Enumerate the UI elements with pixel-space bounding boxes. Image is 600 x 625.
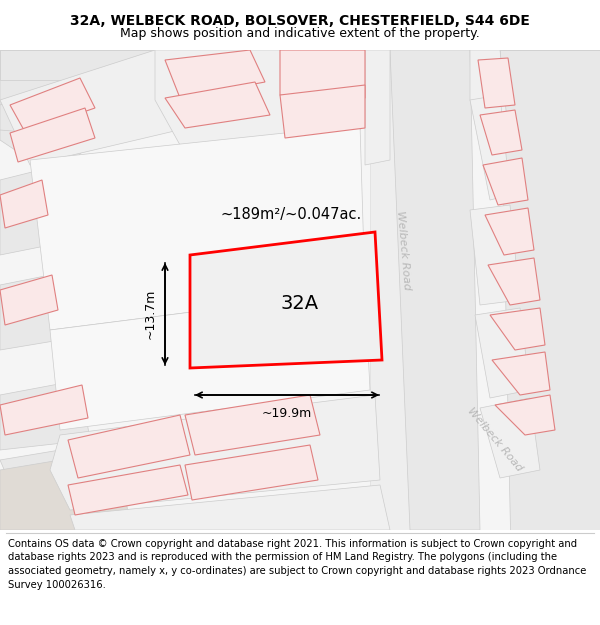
Polygon shape <box>478 58 515 108</box>
Text: Contains OS data © Crown copyright and database right 2021. This information is : Contains OS data © Crown copyright and d… <box>8 539 586 589</box>
Polygon shape <box>370 50 430 530</box>
Text: Welbeck Road: Welbeck Road <box>466 406 524 474</box>
Polygon shape <box>0 50 600 80</box>
Polygon shape <box>495 395 555 435</box>
Polygon shape <box>0 50 160 180</box>
Text: ~13.7m: ~13.7m <box>144 289 157 339</box>
Polygon shape <box>0 275 60 350</box>
Polygon shape <box>165 82 270 128</box>
Text: 32A, WELBECK ROAD, BOLSOVER, CHESTERFIELD, S44 6DE: 32A, WELBECK ROAD, BOLSOVER, CHESTERFIEL… <box>70 14 530 28</box>
Text: 32A: 32A <box>280 294 319 313</box>
Polygon shape <box>30 125 365 330</box>
Polygon shape <box>10 108 95 162</box>
Polygon shape <box>485 208 534 255</box>
Polygon shape <box>68 415 190 478</box>
Polygon shape <box>10 78 95 132</box>
Polygon shape <box>0 50 260 135</box>
Polygon shape <box>492 352 550 395</box>
Polygon shape <box>470 205 520 305</box>
Polygon shape <box>0 50 600 530</box>
Polygon shape <box>0 385 88 435</box>
Polygon shape <box>68 465 188 515</box>
Polygon shape <box>280 85 365 138</box>
Polygon shape <box>185 395 320 455</box>
Text: ~189m²/~0.047ac.: ~189m²/~0.047ac. <box>220 208 361 222</box>
Polygon shape <box>0 50 270 165</box>
Polygon shape <box>0 450 130 530</box>
Polygon shape <box>0 170 50 255</box>
Polygon shape <box>365 50 390 165</box>
Polygon shape <box>165 50 265 98</box>
Polygon shape <box>488 258 540 305</box>
Polygon shape <box>480 110 522 155</box>
Polygon shape <box>185 445 318 500</box>
Polygon shape <box>155 50 365 145</box>
Polygon shape <box>0 380 90 450</box>
Polygon shape <box>0 445 100 530</box>
Text: Welbeck Road: Welbeck Road <box>395 210 412 290</box>
Polygon shape <box>70 485 390 530</box>
Polygon shape <box>390 50 480 530</box>
Polygon shape <box>190 232 382 368</box>
Text: ~19.9m: ~19.9m <box>262 407 312 420</box>
Polygon shape <box>0 180 48 228</box>
Polygon shape <box>480 398 540 478</box>
Polygon shape <box>50 290 370 430</box>
Polygon shape <box>470 50 510 155</box>
Polygon shape <box>483 158 528 205</box>
Polygon shape <box>475 308 530 398</box>
Polygon shape <box>50 395 380 510</box>
Polygon shape <box>0 275 58 325</box>
Text: Map shows position and indicative extent of the property.: Map shows position and indicative extent… <box>120 28 480 41</box>
Polygon shape <box>280 50 365 105</box>
Polygon shape <box>500 50 600 530</box>
Polygon shape <box>490 308 545 350</box>
Polygon shape <box>470 95 510 200</box>
